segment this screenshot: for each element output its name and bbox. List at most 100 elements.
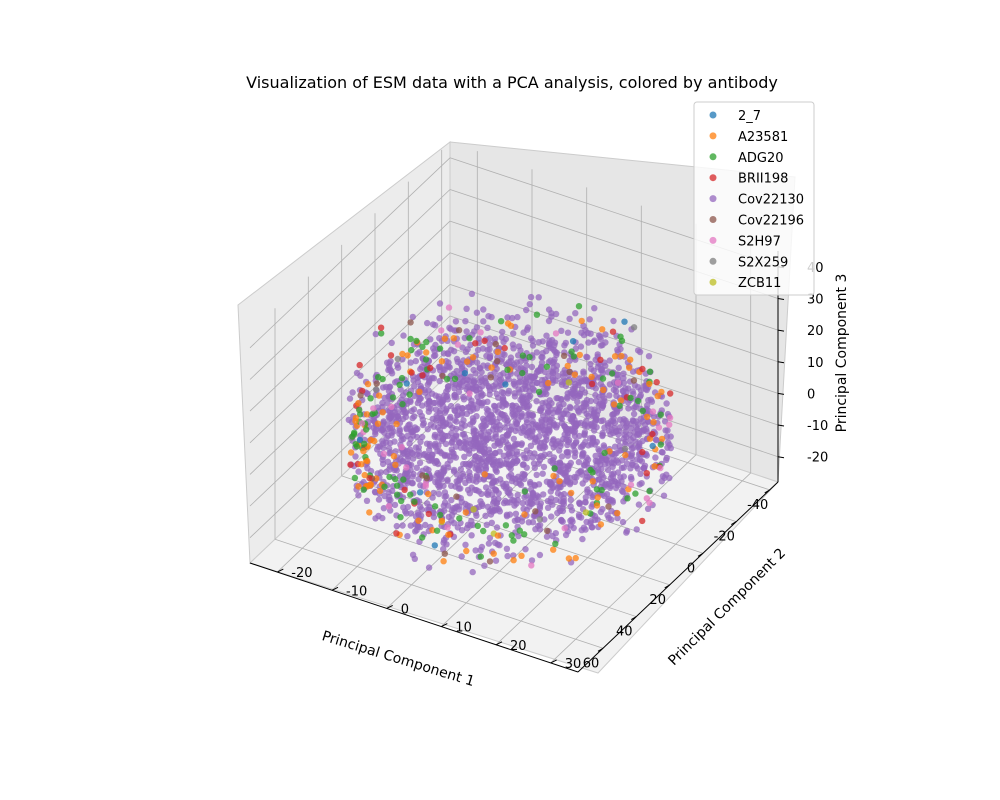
scatter-point-Cov22130 [491, 539, 499, 547]
scatter-point-A23581 [617, 397, 625, 404]
scatter-point-Cov22130 [478, 400, 485, 407]
scatter-point-A23581 [593, 502, 601, 509]
scatter-point-Cov22130 [625, 405, 632, 412]
scatter-point-Cov22130 [399, 522, 406, 529]
scatter-point-BRII198 [427, 364, 434, 372]
scatter-point-Cov22130 [557, 491, 565, 499]
z-tick-label: 10 [807, 356, 824, 371]
x-tick-label: -20 [714, 530, 735, 545]
scatter-point-Cov22130 [549, 437, 557, 444]
scatter-point-Cov22130 [432, 406, 440, 413]
scatter-point-Cov22130 [469, 568, 476, 576]
scatter-point-Cov22130 [459, 344, 466, 351]
scatter-point-A23581 [572, 554, 579, 562]
scatter-point-Cov22130 [623, 529, 630, 536]
scatter-point-Cov22130 [498, 411, 506, 418]
scatter-point-A23581 [429, 527, 436, 534]
scatter-point-Cov22130 [504, 420, 511, 427]
scatter-point-Cov22130 [477, 389, 485, 397]
scatter-point-Cov22130 [436, 315, 443, 322]
scatter-point-ADG20 [398, 497, 405, 505]
scatter-point-Cov22130 [575, 469, 582, 477]
scatter-point-Cov22130 [474, 458, 482, 465]
scatter-point-Cov22130 [430, 513, 438, 521]
scatter-point-Cov22130 [545, 317, 553, 325]
scatter-point-Cov22130 [494, 437, 502, 445]
scatter-point-S2X259 [621, 445, 629, 452]
scatter-point-Cov22130 [589, 439, 596, 446]
scatter-point-A23581 [488, 364, 495, 371]
scatter-point-Cov22130 [560, 373, 567, 380]
scatter-point-Cov22130 [460, 417, 467, 424]
scatter-point-Cov22130 [537, 405, 544, 412]
scatter-point-Cov22130 [363, 497, 371, 504]
scatter-point-Cov22130 [599, 505, 606, 513]
scatter-point-Cov22130 [435, 479, 442, 486]
z-tick-mark [777, 456, 785, 459]
scatter-point-S2H97 [646, 499, 653, 506]
scatter-point-Cov22130 [453, 471, 461, 478]
legend-label: A23581 [738, 130, 788, 145]
scatter-point-ADG20 [407, 335, 414, 343]
legend-marker [709, 153, 717, 161]
scatter-point-Cov22130 [548, 310, 555, 317]
scatter-point-Cov22130 [491, 403, 499, 410]
scatter-point-Cov22130 [521, 454, 528, 462]
scatter-point-Cov22130 [484, 324, 491, 331]
scatter-point-Cov22130 [375, 443, 382, 450]
scatter-point-Cov22130 [533, 398, 540, 405]
scatter-point-Cov22130 [461, 422, 469, 429]
scatter-point-Cov22130 [563, 449, 571, 456]
scatter-point-ADG20 [378, 330, 385, 337]
scatter-point-ADG20 [599, 375, 607, 382]
scatter-point-Cov22130 [505, 473, 513, 480]
scatter-point-ADG20 [436, 345, 444, 352]
scatter-point-Cov22130 [462, 348, 470, 356]
scatter-point-2_7 [461, 370, 469, 377]
scatter-point-BRII198 [419, 372, 426, 379]
scatter-point-Cov22130 [460, 396, 468, 403]
scatter-point-Cov22130 [450, 520, 458, 527]
scatter-point-Cov22130 [645, 353, 653, 360]
scatter-point-Cov22130 [396, 425, 403, 433]
scatter-point-A23581 [576, 351, 583, 359]
scatter-point-A23581 [622, 451, 629, 459]
scatter-point-ZCB11 [470, 506, 477, 513]
scatter-point-Cov22130 [479, 415, 487, 422]
scatter-point-Cov22130 [434, 447, 441, 455]
scatter-point-A23581 [374, 420, 382, 427]
scatter-point-Cov22130 [444, 502, 452, 509]
scatter-point-Cov22130 [499, 437, 507, 444]
scatter-point-Cov22130 [477, 430, 485, 437]
scatter-point-Cov22130 [629, 388, 636, 395]
scatter-point-Cov22130 [568, 416, 575, 423]
scatter-point-Cov22130 [444, 476, 451, 483]
scatter-point-Cov22130 [514, 424, 521, 432]
scatter-point-Cov22130 [493, 365, 500, 372]
scatter-point-Cov22130 [472, 547, 479, 554]
scatter-point-Cov22130 [518, 413, 525, 421]
scatter-point-A23581 [379, 409, 386, 416]
legend-label: ZCB11 [738, 276, 781, 291]
scatter-point-Cov22130 [429, 494, 436, 501]
scatter-point-Cov22130 [586, 316, 593, 323]
scatter-point-ADG20 [396, 381, 403, 388]
z-gridline-left [249, 157, 451, 349]
scatter-point-Cov22130 [394, 409, 401, 416]
scatter-point-Cov22130 [576, 392, 583, 400]
scatter-point-Cov22130 [484, 398, 491, 405]
scatter-point-Cov22130 [436, 300, 444, 307]
scatter-point-Cov22130 [664, 444, 671, 451]
scatter-point-Cov22130 [590, 338, 597, 345]
scatter-point-S2H97 [561, 525, 568, 532]
scatter-point-ADG20 [504, 366, 511, 373]
scatter-point-BRII198 [639, 517, 646, 525]
scatter-point-S2H97 [627, 481, 635, 489]
scatter-point-Cov22130 [475, 503, 483, 511]
scatter-point-Cov22130 [371, 488, 379, 495]
scatter-point-Cov22130 [622, 440, 629, 448]
scatter-point-Cov22130 [403, 426, 410, 433]
scatter-point-Cov22130 [666, 474, 673, 482]
scatter-point-Cov22130 [476, 364, 483, 372]
scatter-point-A23581 [518, 552, 525, 559]
